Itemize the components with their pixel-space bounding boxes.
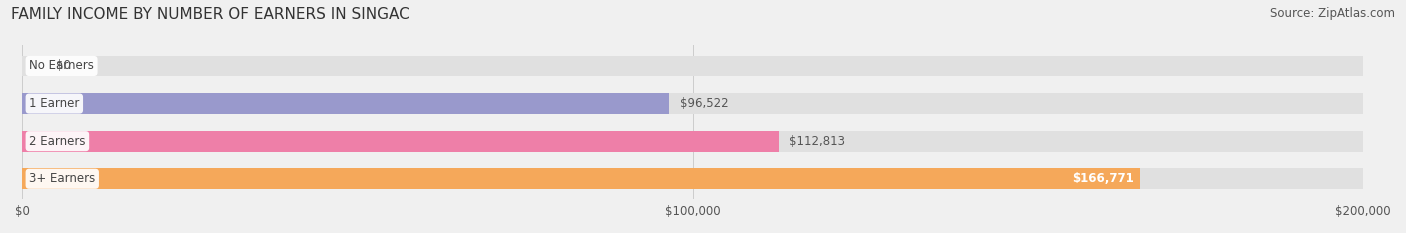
Text: $96,522: $96,522 [681, 97, 728, 110]
Text: No Earners: No Earners [30, 59, 94, 72]
Bar [22, 93, 669, 114]
Text: 1 Earner: 1 Earner [30, 97, 80, 110]
Bar [22, 93, 1364, 114]
Bar [22, 131, 1364, 151]
Text: $112,813: $112,813 [789, 135, 845, 148]
Bar [22, 56, 1364, 76]
Bar [22, 131, 779, 151]
Bar [22, 168, 1364, 189]
Text: Source: ZipAtlas.com: Source: ZipAtlas.com [1270, 7, 1395, 20]
Text: 2 Earners: 2 Earners [30, 135, 86, 148]
Text: FAMILY INCOME BY NUMBER OF EARNERS IN SINGAC: FAMILY INCOME BY NUMBER OF EARNERS IN SI… [11, 7, 411, 22]
Bar [22, 168, 1140, 189]
Text: 3+ Earners: 3+ Earners [30, 172, 96, 185]
Text: $166,771: $166,771 [1071, 172, 1133, 185]
Text: $0: $0 [56, 59, 70, 72]
